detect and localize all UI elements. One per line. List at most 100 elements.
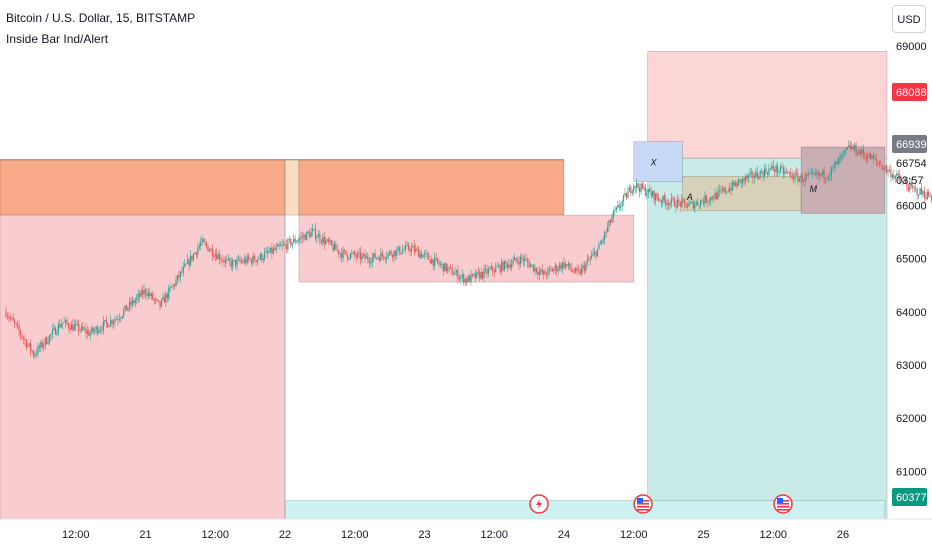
candle-body [505, 261, 507, 264]
candle [912, 182, 914, 193]
candle [195, 252, 197, 259]
candle-body [365, 256, 367, 259]
last-price-badge-bg [892, 135, 927, 153]
candle [761, 168, 763, 175]
candle [64, 318, 67, 328]
candle-body [705, 195, 708, 203]
candle-body [502, 261, 504, 271]
candle [808, 172, 811, 175]
candle-body [601, 240, 603, 244]
candle-body [653, 191, 655, 201]
candle-body [115, 318, 118, 320]
candle-body [156, 299, 158, 301]
candle-body [383, 255, 385, 259]
candle-body [56, 332, 58, 335]
candle [686, 202, 689, 210]
zone-box [633, 141, 683, 182]
candle-body [726, 191, 728, 193]
candle-body [912, 185, 914, 188]
candle [801, 172, 803, 183]
candle [130, 296, 132, 311]
candle-body [855, 144, 857, 154]
lower-price-badge-bg [892, 488, 927, 506]
candle [114, 315, 116, 327]
candle [169, 283, 171, 293]
candle-body [336, 249, 338, 251]
candle-body [168, 287, 170, 299]
candle-body [577, 270, 580, 272]
candle-body [765, 168, 767, 173]
candle-body [538, 271, 540, 275]
candle [697, 197, 699, 206]
candle-body [907, 186, 909, 191]
candle [867, 152, 869, 164]
candle [654, 193, 657, 206]
candle [729, 183, 731, 194]
candle-body [287, 239, 289, 250]
candle-body [250, 259, 253, 264]
candle [314, 222, 317, 242]
candle [839, 151, 841, 164]
candle-body [70, 324, 72, 330]
candle [842, 150, 844, 160]
candle-body [278, 244, 280, 246]
candle-body [399, 246, 401, 254]
candle-body [361, 255, 363, 260]
candle-body [155, 299, 157, 300]
candle [387, 252, 389, 260]
candle [266, 246, 269, 258]
candle [528, 258, 530, 270]
candle [612, 209, 615, 223]
candle [859, 149, 862, 157]
candle-body [282, 244, 285, 246]
candle [747, 174, 750, 183]
candle [495, 262, 497, 273]
currency-button[interactable]: USD [892, 5, 926, 33]
candle-body [435, 257, 437, 259]
candle [269, 247, 272, 253]
candle [82, 322, 84, 332]
candle-body [349, 253, 351, 259]
candle-body [881, 165, 883, 170]
candle-body [528, 262, 530, 268]
candle-body [208, 250, 211, 252]
candle [297, 237, 299, 246]
candle [112, 319, 115, 330]
candle [781, 161, 783, 169]
candle [511, 258, 513, 272]
candle [540, 268, 542, 276]
candle-body [637, 183, 639, 188]
candle [452, 270, 455, 276]
candle [262, 255, 264, 264]
candle-body [451, 267, 453, 275]
candle-body [928, 191, 930, 197]
candle [394, 250, 397, 261]
candle [656, 191, 658, 201]
candle-body [782, 167, 785, 174]
candle [567, 260, 569, 270]
candle-body [695, 201, 697, 205]
candle [290, 237, 292, 249]
candle-body [832, 166, 834, 168]
candle-body [114, 319, 116, 322]
candle-body [617, 205, 619, 208]
candle [104, 319, 106, 326]
candle-body [640, 183, 642, 192]
candle [43, 342, 45, 352]
candle-body [816, 172, 818, 175]
candle-body [713, 198, 715, 200]
candle-body [804, 175, 806, 182]
candle [56, 329, 58, 336]
candle-body [553, 269, 555, 272]
candle [191, 255, 193, 263]
candle [871, 154, 873, 160]
candle-body [280, 245, 282, 247]
indicator-name[interactable]: Inside Bar Ind/Alert [6, 32, 109, 46]
candle [640, 182, 642, 195]
candle-body [189, 255, 192, 266]
candle [442, 263, 444, 276]
target-price-badge-bg [892, 83, 927, 101]
candle [51, 324, 54, 340]
candle [595, 250, 597, 260]
